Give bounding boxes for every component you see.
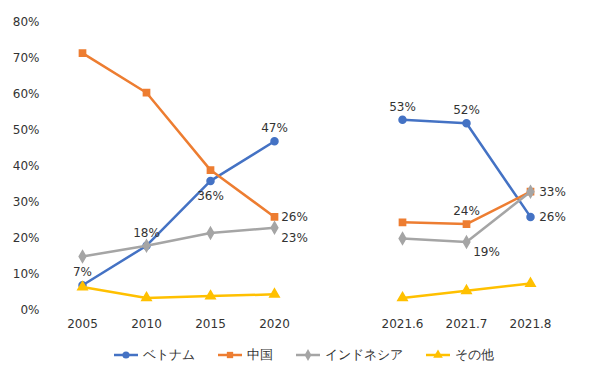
svg-text:20%: 20% (13, 231, 40, 245)
html-text:ベトナム: ベトナム (142, 347, 195, 362)
svg-text:2015: 2015 (195, 317, 226, 331)
html-text:インドネシア: インドネシア (324, 347, 403, 362)
svg-text:50%: 50% (13, 123, 40, 137)
svg-text:2005: 2005 (67, 317, 98, 331)
svg-text:33%: 33% (539, 185, 566, 199)
html-text:その他: その他 (454, 347, 494, 362)
svg-text:26%: 26% (539, 210, 566, 224)
svg-text:52%: 52% (453, 103, 480, 117)
svg-text:7%: 7% (73, 265, 92, 279)
svg-text:24%: 24% (453, 204, 480, 218)
svg-text:40%: 40% (13, 159, 40, 173)
svg-text:2021.7: 2021.7 (446, 317, 488, 331)
svg-text:10%: 10% (13, 267, 40, 281)
svg-text:70%: 70% (13, 51, 40, 65)
svg-text:36%: 36% (197, 189, 224, 203)
svg-text:19%: 19% (473, 245, 500, 259)
svg-text:18%: 18% (133, 226, 160, 240)
svg-text:2021.8: 2021.8 (510, 317, 552, 331)
svg-text:2021.6: 2021.6 (382, 317, 424, 331)
svg-text:80%: 80% (13, 15, 40, 29)
svg-text:0%: 0% (20, 303, 39, 317)
svg-text:26%: 26% (281, 210, 308, 224)
svg-text:2010: 2010 (131, 317, 162, 331)
svg-text:60%: 60% (13, 87, 40, 101)
svg-text:23%: 23% (281, 231, 308, 245)
svg-text:53%: 53% (389, 100, 416, 114)
svg-text:47%: 47% (261, 121, 288, 135)
html-text:中国: 中国 (246, 347, 273, 362)
svg-text:30%: 30% (13, 195, 40, 209)
svg-text:2020: 2020 (259, 317, 290, 331)
